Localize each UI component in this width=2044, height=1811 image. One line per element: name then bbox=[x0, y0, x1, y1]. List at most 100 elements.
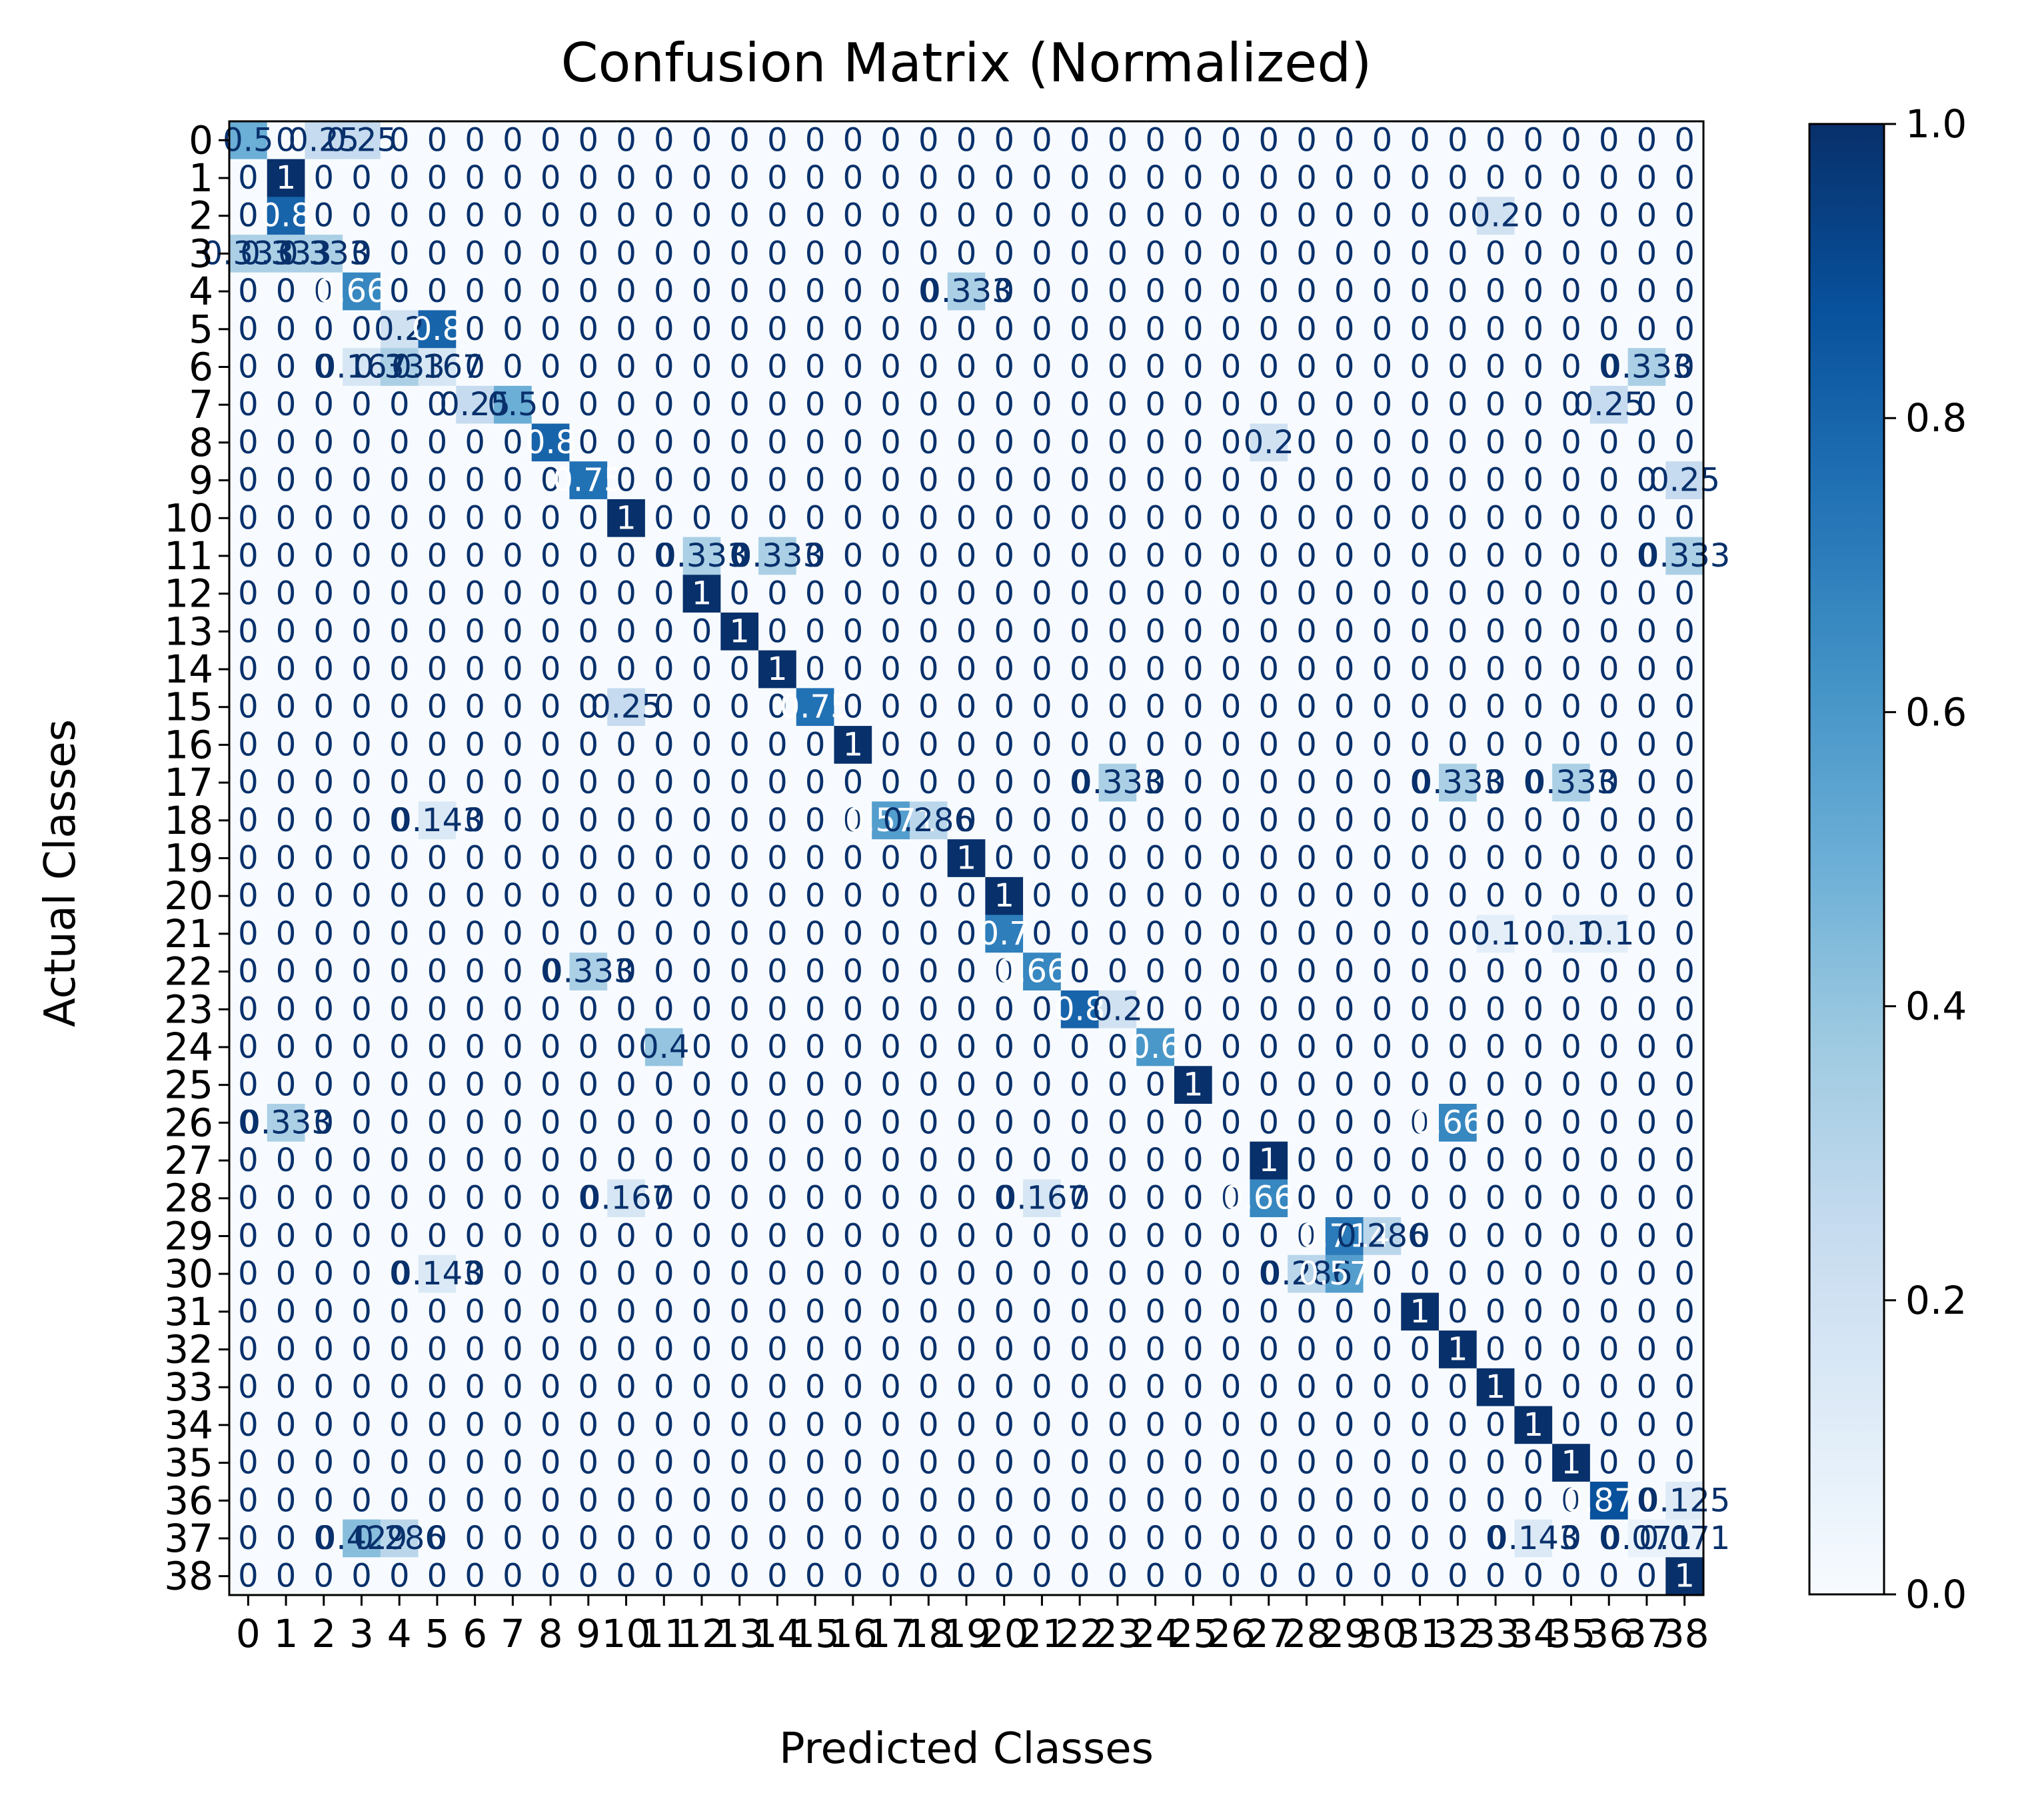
cell-value-label: 0 bbox=[465, 235, 485, 272]
cell-value-label: 0 bbox=[1032, 575, 1052, 613]
cell-value-label: 0 bbox=[1258, 840, 1279, 877]
cell-value-label: 0 bbox=[503, 273, 523, 310]
heatmap-cell bbox=[1438, 385, 1478, 425]
cell-value-label: 0 bbox=[276, 386, 297, 423]
cell-value-label: 0 bbox=[1372, 1482, 1393, 1519]
heatmap-cell bbox=[418, 385, 457, 425]
cell-value-label: 0 bbox=[994, 613, 1014, 650]
cell-value-label: 0 bbox=[503, 575, 523, 613]
x-tick-label: 5 bbox=[425, 1611, 449, 1656]
cell-value-label: 0 bbox=[238, 311, 259, 348]
heatmap-cell bbox=[909, 348, 948, 387]
cell-value-label: 0 bbox=[1183, 1558, 1204, 1595]
colorbar-tick-label: 0.0 bbox=[1905, 1572, 1967, 1617]
heatmap-cell bbox=[644, 423, 684, 462]
cell-value-label: 0 bbox=[1599, 726, 1619, 763]
cell-value-label: 0 bbox=[1674, 349, 1695, 386]
cell-value-label: 0 bbox=[540, 1406, 561, 1444]
cell-value-label: 0 bbox=[1145, 726, 1166, 763]
cell-value-label: 0 bbox=[427, 1520, 448, 1557]
cell-value-label: 0 bbox=[729, 1406, 750, 1444]
heatmap-cell bbox=[872, 310, 910, 349]
cell-value-label: 0 bbox=[578, 273, 599, 310]
cell-value-label: 0 bbox=[1523, 386, 1543, 423]
cell-value-label: 0 bbox=[1032, 613, 1052, 650]
cell-value-label: 0 bbox=[654, 1217, 674, 1254]
cell-value-label: 0 bbox=[616, 1104, 636, 1141]
cell-value-label: 0 bbox=[1372, 613, 1393, 650]
cell-value-label: 0 bbox=[654, 689, 674, 726]
cell-value-label: 0 bbox=[1258, 159, 1279, 197]
heatmap-cell bbox=[1665, 121, 1704, 160]
cell-value-label: 0 bbox=[1599, 462, 1619, 499]
cell-value-label: 0 bbox=[805, 197, 826, 235]
cell-value-label: 0 bbox=[1145, 840, 1166, 877]
heatmap-cell bbox=[1401, 159, 1440, 197]
cell-value-label: 0 bbox=[276, 953, 297, 990]
heatmap-cell bbox=[494, 385, 532, 425]
heatmap-cell bbox=[909, 272, 948, 311]
cell-value-label: 0 bbox=[1334, 689, 1355, 726]
cell-value-label: 0 bbox=[1599, 1104, 1619, 1141]
cell-value-label: 0 bbox=[1145, 1482, 1166, 1519]
cell-value-label: 0 bbox=[1561, 990, 1581, 1028]
cell-value-label: 0 bbox=[1258, 1368, 1279, 1406]
heatmap-cell bbox=[985, 197, 1024, 235]
cell-value-label: 0 bbox=[1637, 499, 1657, 537]
cell-value-label: 0 bbox=[1410, 877, 1430, 914]
cell-value-label: 0 bbox=[1108, 1255, 1128, 1292]
heatmap-cell bbox=[1136, 121, 1175, 160]
heatmap-cell bbox=[720, 159, 759, 197]
cell-value-label: 0 bbox=[1637, 877, 1657, 914]
cell-value-label: 0 bbox=[805, 424, 826, 461]
cell-value-label: 0 bbox=[1561, 1104, 1581, 1141]
cell-value-label: 0 bbox=[1486, 121, 1506, 159]
cell-value-label: 0 bbox=[654, 1406, 674, 1444]
cell-value-label: 0 bbox=[1599, 1406, 1619, 1444]
cell-value-label: 0 bbox=[994, 273, 1014, 310]
cell-value-label: 0 bbox=[314, 840, 335, 877]
heatmap-cell bbox=[872, 159, 910, 197]
heatmap-cell bbox=[682, 159, 721, 197]
cell-value-label: 0 bbox=[918, 1558, 939, 1595]
cell-value-label: 0 bbox=[956, 1406, 977, 1444]
cell-value-label: 0 bbox=[1108, 689, 1128, 726]
cell-value-label: 0 bbox=[880, 1028, 901, 1066]
heatmap-cell bbox=[1665, 235, 1704, 273]
cell-value-label: 0 bbox=[729, 499, 750, 537]
cell-value-label: 0 bbox=[654, 311, 674, 348]
cell-value-label: 0 bbox=[843, 877, 864, 914]
cell-value-label: 0 bbox=[427, 235, 448, 272]
cell-value-label: 0 bbox=[956, 1482, 977, 1519]
cell-value-label: 0 bbox=[1448, 1558, 1468, 1595]
heatmap-cell bbox=[418, 423, 457, 462]
cell-value-label: 0 bbox=[1523, 1293, 1543, 1330]
cell-value-label: 0 bbox=[1145, 273, 1166, 310]
heatmap-cell bbox=[1401, 310, 1440, 349]
heatmap-cell bbox=[531, 310, 570, 349]
heatmap-cell bbox=[1023, 159, 1062, 197]
x-tick-label: 6 bbox=[463, 1611, 487, 1656]
cell-value-label: 0 bbox=[1523, 651, 1543, 688]
cell-value-label: 0 bbox=[767, 1331, 788, 1368]
cell-value-label: 0 bbox=[1070, 1368, 1090, 1406]
cell-value-label: 0 bbox=[994, 1406, 1014, 1444]
cell-value-label: 0 bbox=[1486, 1217, 1506, 1254]
cell-value-label: 0 bbox=[1372, 1142, 1393, 1179]
cell-value-label: 0 bbox=[389, 990, 410, 1028]
cell-value-label: 0 bbox=[578, 990, 599, 1028]
cell-value-label: 0 bbox=[1183, 1180, 1204, 1217]
heatmap-cell bbox=[1060, 310, 1100, 349]
cell-value-label: 0 bbox=[1486, 311, 1506, 348]
cell-value-label: 0 bbox=[465, 613, 485, 650]
heatmap-cells bbox=[229, 121, 1704, 1596]
cell-value-label: 0 bbox=[1183, 877, 1204, 914]
cell-value-label: 0 bbox=[956, 1066, 977, 1104]
cell-value-label: 0 bbox=[238, 1217, 259, 1254]
heatmap-cell bbox=[229, 310, 268, 349]
cell-value-label: 0 bbox=[994, 1482, 1014, 1519]
cell-value-label: 0 bbox=[1372, 121, 1393, 159]
cell-value-label: 0 bbox=[1296, 1444, 1317, 1482]
cell-value-label: 0 bbox=[880, 273, 901, 310]
cell-value-label: 0 bbox=[616, 1066, 636, 1104]
